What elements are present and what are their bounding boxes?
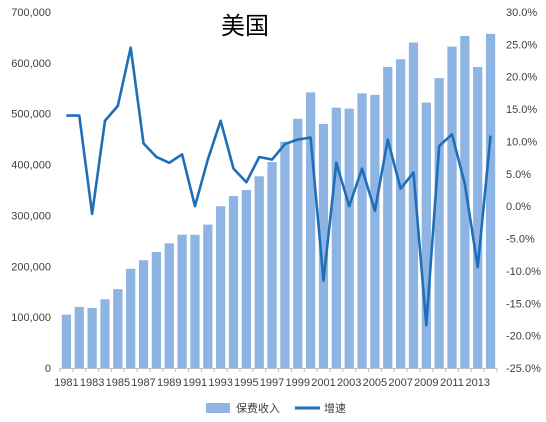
right-tick-label: 20.0% bbox=[506, 72, 537, 84]
left-tick-label: 300,000 bbox=[11, 210, 51, 222]
legend-label-bar: 保费收入 bbox=[236, 401, 280, 415]
legend-swatch-bar bbox=[206, 403, 230, 413]
chart-title: 美国 bbox=[221, 12, 269, 40]
left-axis-ticks: 0 100,000 200,000 300,000 400,000 500,000 600,… bbox=[11, 7, 51, 375]
x-tick-label: 2001 bbox=[311, 377, 335, 389]
bar-2004 bbox=[357, 93, 367, 369]
right-tick-label: -10.0% bbox=[506, 266, 541, 278]
growth-rate-line bbox=[66, 46, 492, 327]
bar-2009 bbox=[421, 102, 431, 368]
bar-2014 bbox=[485, 33, 496, 369]
bar-1982 bbox=[74, 306, 84, 368]
x-tick-label: 2009 bbox=[414, 377, 438, 389]
bar-1995 bbox=[241, 190, 251, 368]
right-tick-label: -20.0% bbox=[506, 331, 541, 343]
x-tick-label: 1993 bbox=[208, 377, 232, 389]
legend-label-line: 增速 bbox=[324, 401, 346, 415]
x-axis: 1981 1983 1985 1987 1989 1991 1993 1995 1997 1999… bbox=[54, 368, 498, 389]
right-tick-label: 0.0% bbox=[506, 201, 531, 213]
left-tick-label: 200,000 bbox=[11, 261, 51, 273]
x-tick-label: 1983 bbox=[80, 377, 104, 389]
x-tick-label: 1991 bbox=[183, 377, 207, 389]
bar-2005 bbox=[370, 94, 380, 369]
x-tick-label: 1985 bbox=[106, 377, 130, 389]
right-tick-label: -15.0% bbox=[506, 298, 541, 310]
right-tick-label: -25.0% bbox=[506, 363, 541, 375]
x-tick-label: 2007 bbox=[388, 377, 412, 389]
bar-2003 bbox=[344, 108, 354, 368]
bar-1987 bbox=[138, 260, 149, 368]
bar-2013 bbox=[473, 66, 483, 369]
x-tick-label: 1999 bbox=[286, 377, 310, 389]
bar-1985 bbox=[113, 289, 123, 368]
bar-1997 bbox=[267, 162, 277, 368]
x-tick-label: 2011 bbox=[440, 377, 464, 389]
x-tick-label: 1997 bbox=[260, 377, 284, 389]
x-tick-label: 1989 bbox=[157, 377, 181, 389]
bar-1988 bbox=[151, 252, 162, 368]
bars-layer bbox=[61, 33, 496, 369]
legend: 保费收入 增速 bbox=[206, 401, 346, 415]
bar-1984 bbox=[100, 299, 110, 368]
right-tick-label: -5.0% bbox=[506, 234, 535, 246]
right-tick-label: 15.0% bbox=[506, 104, 537, 116]
bar-2011 bbox=[447, 46, 457, 368]
x-tick-label: 1981 bbox=[54, 377, 78, 389]
left-tick-label: 100,000 bbox=[11, 312, 51, 324]
bar-1991 bbox=[190, 234, 200, 368]
bar-2008 bbox=[408, 42, 419, 368]
line-layer bbox=[66, 46, 492, 327]
bar-2007 bbox=[395, 59, 406, 369]
right-tick-label: 30.0% bbox=[506, 7, 537, 19]
x-tick-label: 2013 bbox=[465, 377, 489, 389]
bar-1999 bbox=[293, 118, 303, 368]
bar-1996 bbox=[254, 176, 264, 368]
left-tick-label: 0 bbox=[45, 363, 51, 375]
bar-2010 bbox=[434, 78, 444, 369]
left-tick-label: 500,000 bbox=[11, 109, 51, 121]
bar-2012 bbox=[460, 35, 470, 369]
bar-1998 bbox=[280, 141, 290, 368]
bar-1983 bbox=[87, 307, 97, 368]
bar-2000 bbox=[306, 92, 316, 368]
right-axis-ticks: -25.0% -20.0% -15.0% -10.0% -5.0% 0.0% 5.0% 10.… bbox=[506, 7, 541, 375]
bar-2006 bbox=[383, 66, 393, 369]
bar-1989 bbox=[164, 243, 174, 368]
left-tick-label: 600,000 bbox=[11, 58, 51, 70]
right-tick-label: 10.0% bbox=[506, 136, 537, 148]
x-tick-label: 2005 bbox=[363, 377, 387, 389]
bar-2002 bbox=[331, 107, 341, 369]
x-tick-label: 1995 bbox=[234, 377, 258, 389]
bar-1994 bbox=[228, 196, 239, 368]
bar-1986 bbox=[126, 268, 136, 368]
left-tick-label: 400,000 bbox=[11, 160, 51, 172]
x-tick-label: 2003 bbox=[337, 377, 361, 389]
bar-1981 bbox=[61, 314, 72, 368]
right-tick-label: 5.0% bbox=[506, 169, 531, 181]
left-tick-label: 700,000 bbox=[11, 7, 51, 19]
bar-1990 bbox=[177, 234, 187, 368]
right-tick-label: 25.0% bbox=[506, 39, 537, 51]
bar-1992 bbox=[203, 224, 213, 368]
bar-1993 bbox=[216, 206, 226, 368]
x-tick-label: 1987 bbox=[131, 377, 155, 389]
bar-2001 bbox=[318, 123, 329, 368]
